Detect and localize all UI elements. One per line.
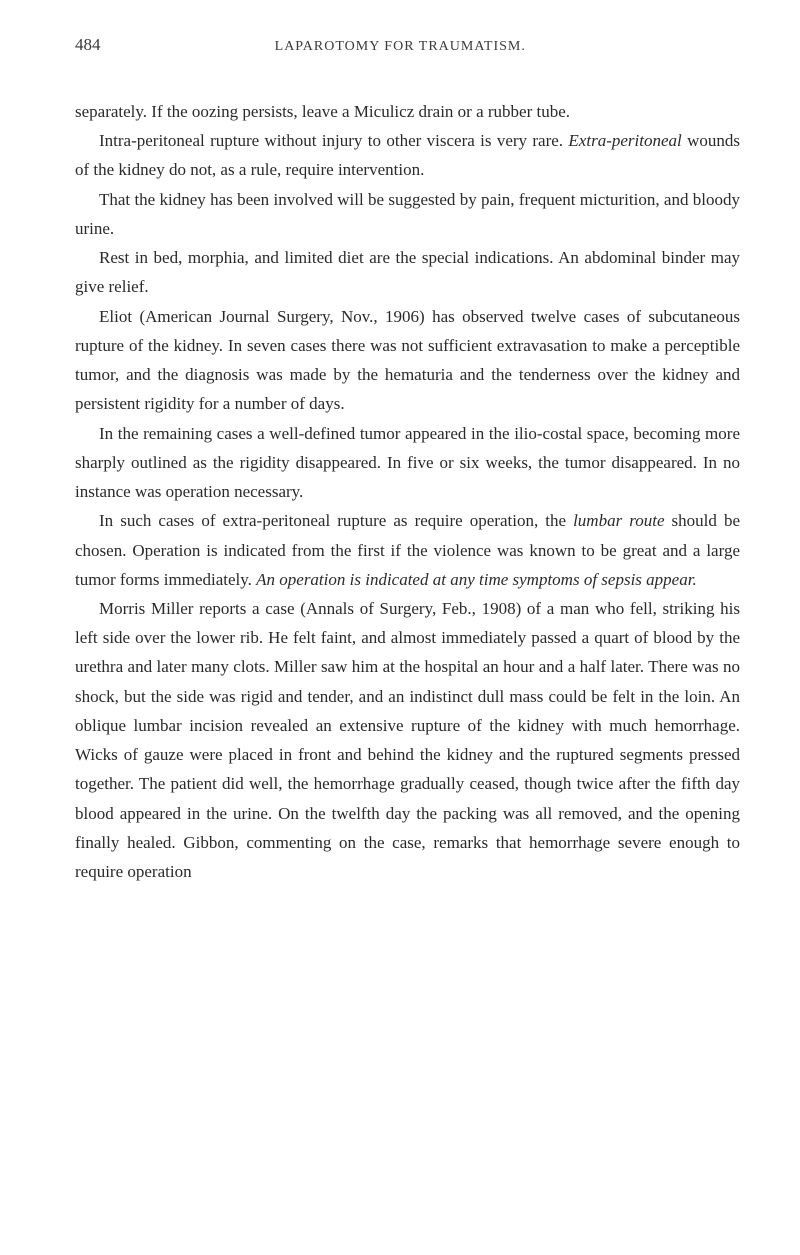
p2-italic: Extra-peritoneal — [568, 131, 681, 150]
paragraph-3: That the kidney has been involved will b… — [75, 185, 740, 243]
paragraph-1: separately. If the oozing persists, leav… — [75, 97, 740, 126]
p7-italic1: lumbar route — [573, 511, 664, 530]
paragraph-5: Eliot (American Journal Surgery, Nov., 1… — [75, 302, 740, 419]
running-title: LAPAROTOMY FOR TRAUMATISM. — [61, 39, 741, 55]
paragraph-7: In such cases of extra-peritoneal ruptur… — [75, 506, 740, 594]
body-text: separately. If the oozing persists, leav… — [75, 97, 740, 886]
page-header: 484 LAPAROTOMY FOR TRAUMATISM. — [75, 35, 740, 55]
p7-italic2: An operation is indicated at any time sy… — [256, 570, 697, 589]
paragraph-4: Rest in bed, morphia, and limited diet a… — [75, 243, 740, 301]
paragraph-2: Intra-peritoneal rupture without injury … — [75, 126, 740, 184]
p2-pre: Intra-peritoneal rupture without injury … — [99, 131, 568, 150]
paragraph-8: Morris Miller reports a case (Annals of … — [75, 594, 740, 886]
paragraph-6: In the remaining cases a well-defined tu… — [75, 419, 740, 507]
p7-pre: In such cases of extra-peritoneal ruptur… — [99, 511, 573, 530]
